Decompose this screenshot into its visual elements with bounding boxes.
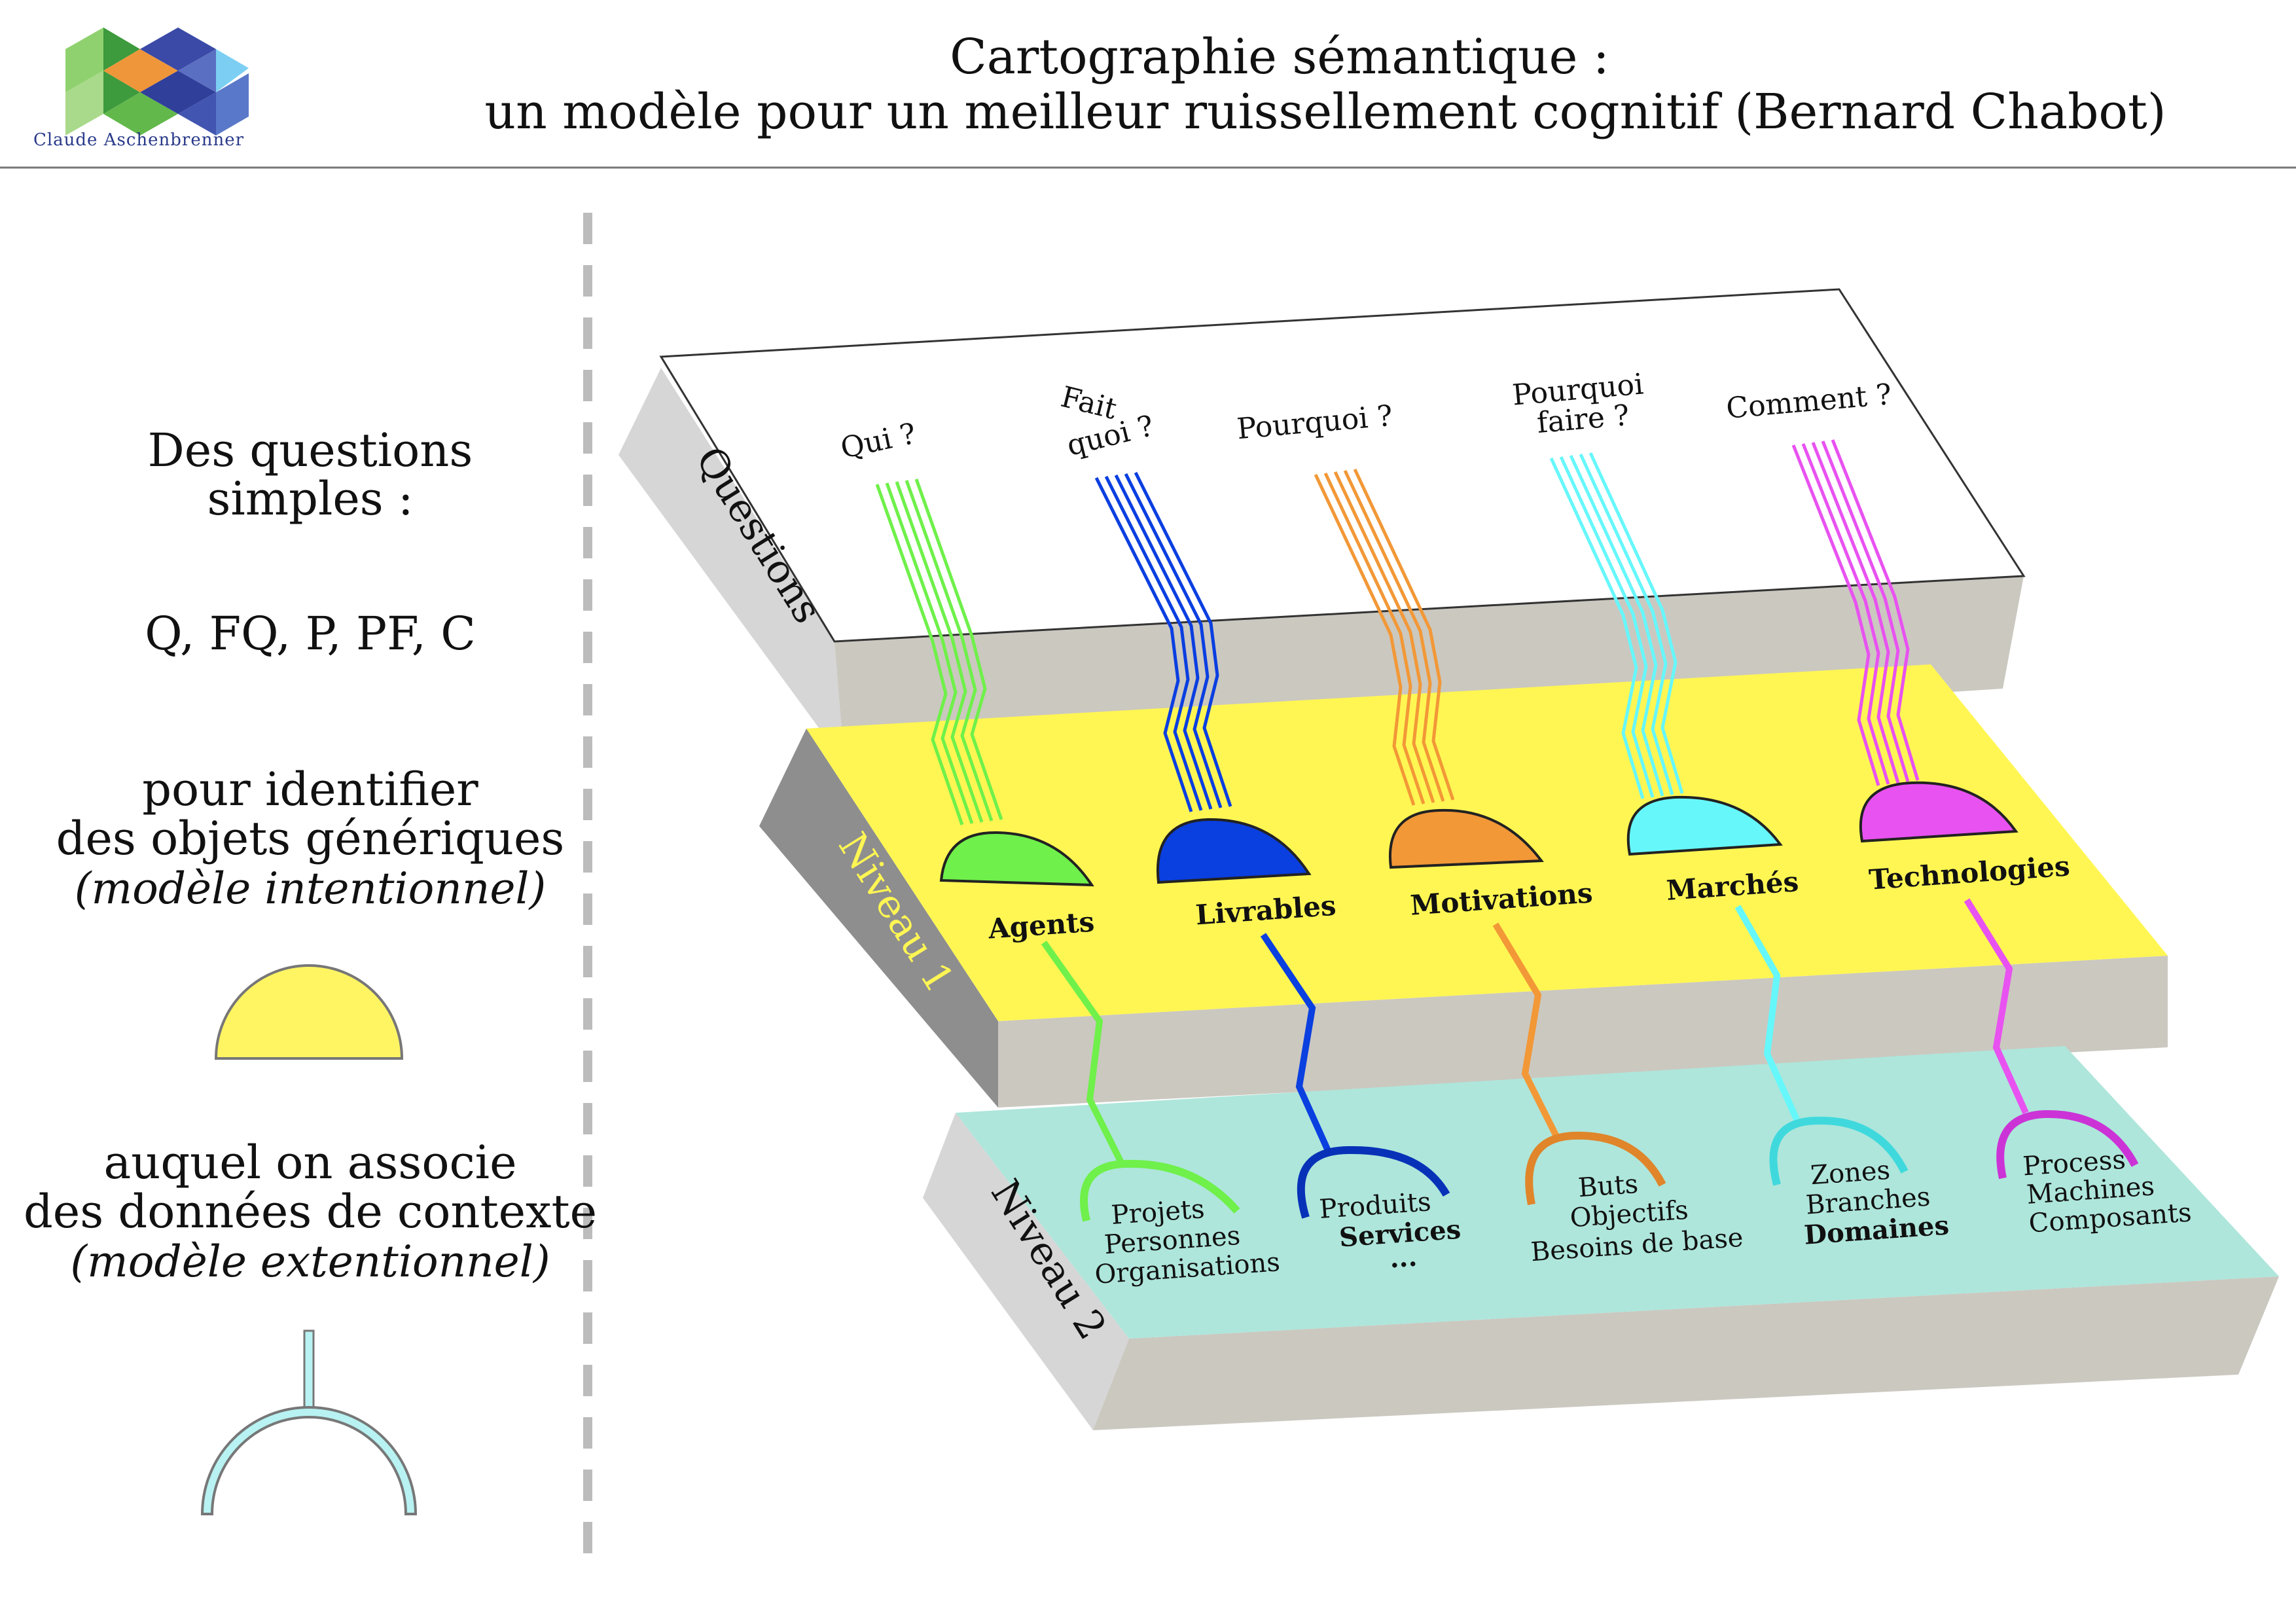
svg-text:Zones: Zones: [1810, 1155, 1892, 1191]
svg-text:Buts: Buts: [1577, 1169, 1640, 1203]
niveau2-layer-front: [1093, 1276, 2279, 1430]
object-label-agents: Agents: [986, 905, 1095, 945]
questions-layer-top: [659, 288, 2026, 643]
question-pourquoi-faire-2: faire ?: [1535, 399, 1630, 440]
question-stream-blue: [1094, 471, 1232, 812]
niveau1-layer-front: [998, 956, 2168, 1108]
legend-line2: simples :: [207, 472, 413, 526]
legend-identify3: (modèle intentionnel): [75, 863, 547, 914]
context-arc-agents: [1080, 1159, 1240, 1222]
niveau2-layer-top: [956, 1046, 2279, 1339]
question-stream-magenta: [1791, 439, 1920, 786]
svg-text:...: ...: [1389, 1242, 1418, 1274]
column-marches: Pourquoi faire ? Marchés Zones Branches …: [1511, 367, 1950, 1250]
context-arc-livrables: [1297, 1146, 1450, 1219]
context-connector-agents: [1041, 941, 1126, 1167]
object-shape-agents: [939, 831, 1094, 887]
object-shape-technologies: [1859, 781, 2018, 843]
question-stream-cyan: [1549, 452, 1684, 799]
legend-assoc3: (modèle extentionnel): [70, 1236, 550, 1287]
logo: [65, 27, 249, 135]
page-title-line2: un modèle pour un meilleur ruissellement…: [484, 84, 2166, 140]
legend-identify1: pour identifier: [142, 763, 478, 816]
legend-identify2: des objets génériques: [56, 812, 565, 865]
context-connector-motivations: [1492, 922, 1561, 1141]
object-shape-livrables: [1157, 818, 1312, 884]
context-arc-technologies: [1996, 1110, 2139, 1180]
legend-semicircle-icon: [214, 964, 404, 1060]
question-stream-orange: [1314, 468, 1455, 806]
questions-layer-side: [619, 368, 844, 763]
legend-arc-icon: [200, 1329, 418, 1515]
context-connector-livrables: [1260, 933, 1332, 1154]
context-list-marches: Zones Branches Domaines: [1803, 1155, 1950, 1251]
niveau1-layer-side: [759, 729, 998, 1108]
question-stream-green: [875, 478, 1003, 825]
context-list-technologies: Process Machines Composants: [2022, 1145, 2193, 1239]
context-connector-technologies: [1964, 898, 2029, 1115]
legend-line1: Des questions: [148, 424, 473, 477]
niveau2-layer: Niveau 2: [923, 1046, 2279, 1430]
context-connector-marches: [1734, 905, 1800, 1121]
legend-panel: Des questions simples : Q, FQ, P, PF, C …: [24, 424, 597, 1515]
niveau2-layer-side: [923, 1113, 1129, 1430]
legend-assoc2: des données de contexte: [24, 1185, 597, 1238]
logo-caption: Claude Aschenbrenner: [33, 130, 244, 150]
legend-codes: Q, FQ, P, PF, C: [145, 607, 476, 660]
context-arc-marches: [1769, 1116, 1909, 1186]
svg-text:Projets: Projets: [1110, 1194, 1206, 1231]
object-shape-motivations: [1389, 808, 1544, 869]
legend-assoc1: auquel on associe: [104, 1136, 517, 1189]
context-list-agents: Projets Personnes Organisations: [1094, 1194, 1281, 1290]
svg-text:Process: Process: [2022, 1145, 2126, 1182]
page-title-line1: Cartographie sémantique :: [950, 29, 1609, 85]
context-arc-motivations: [1525, 1131, 1666, 1206]
object-shape-marches: [1626, 795, 1783, 856]
